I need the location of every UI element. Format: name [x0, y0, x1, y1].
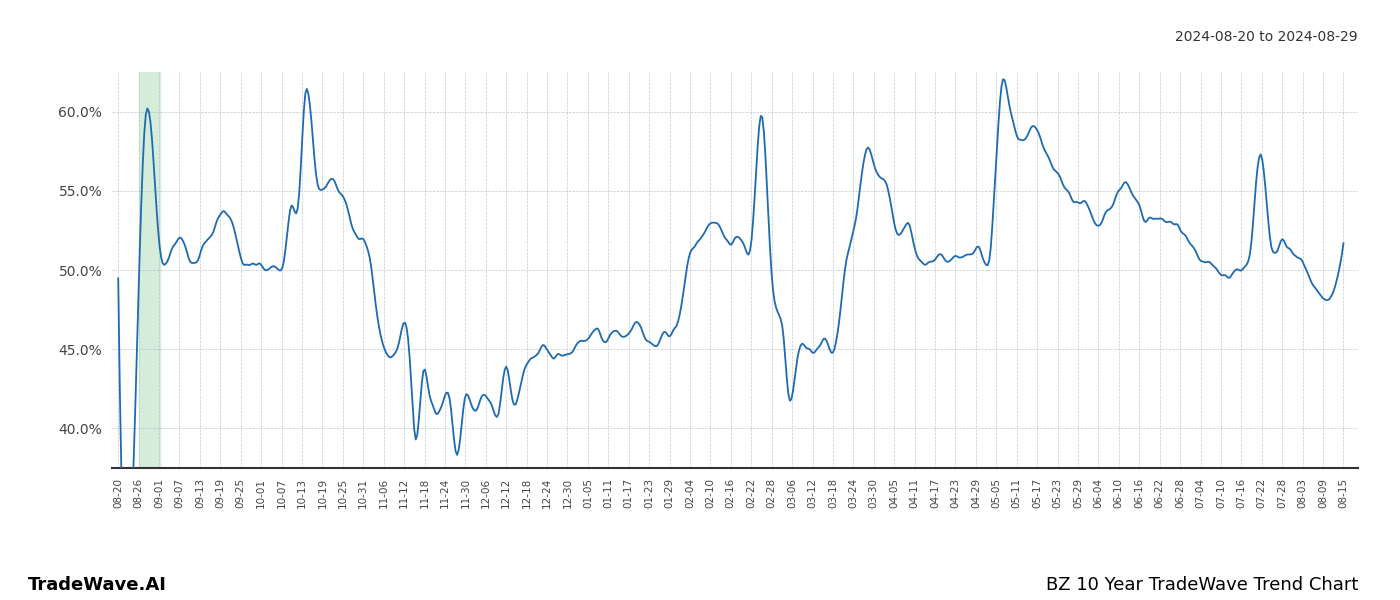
Text: BZ 10 Year TradeWave Trend Chart: BZ 10 Year TradeWave Trend Chart — [1046, 576, 1358, 594]
Text: 2024-08-20 to 2024-08-29: 2024-08-20 to 2024-08-29 — [1176, 30, 1358, 44]
Bar — [139, 72, 160, 468]
Text: TradeWave.AI: TradeWave.AI — [28, 576, 167, 594]
